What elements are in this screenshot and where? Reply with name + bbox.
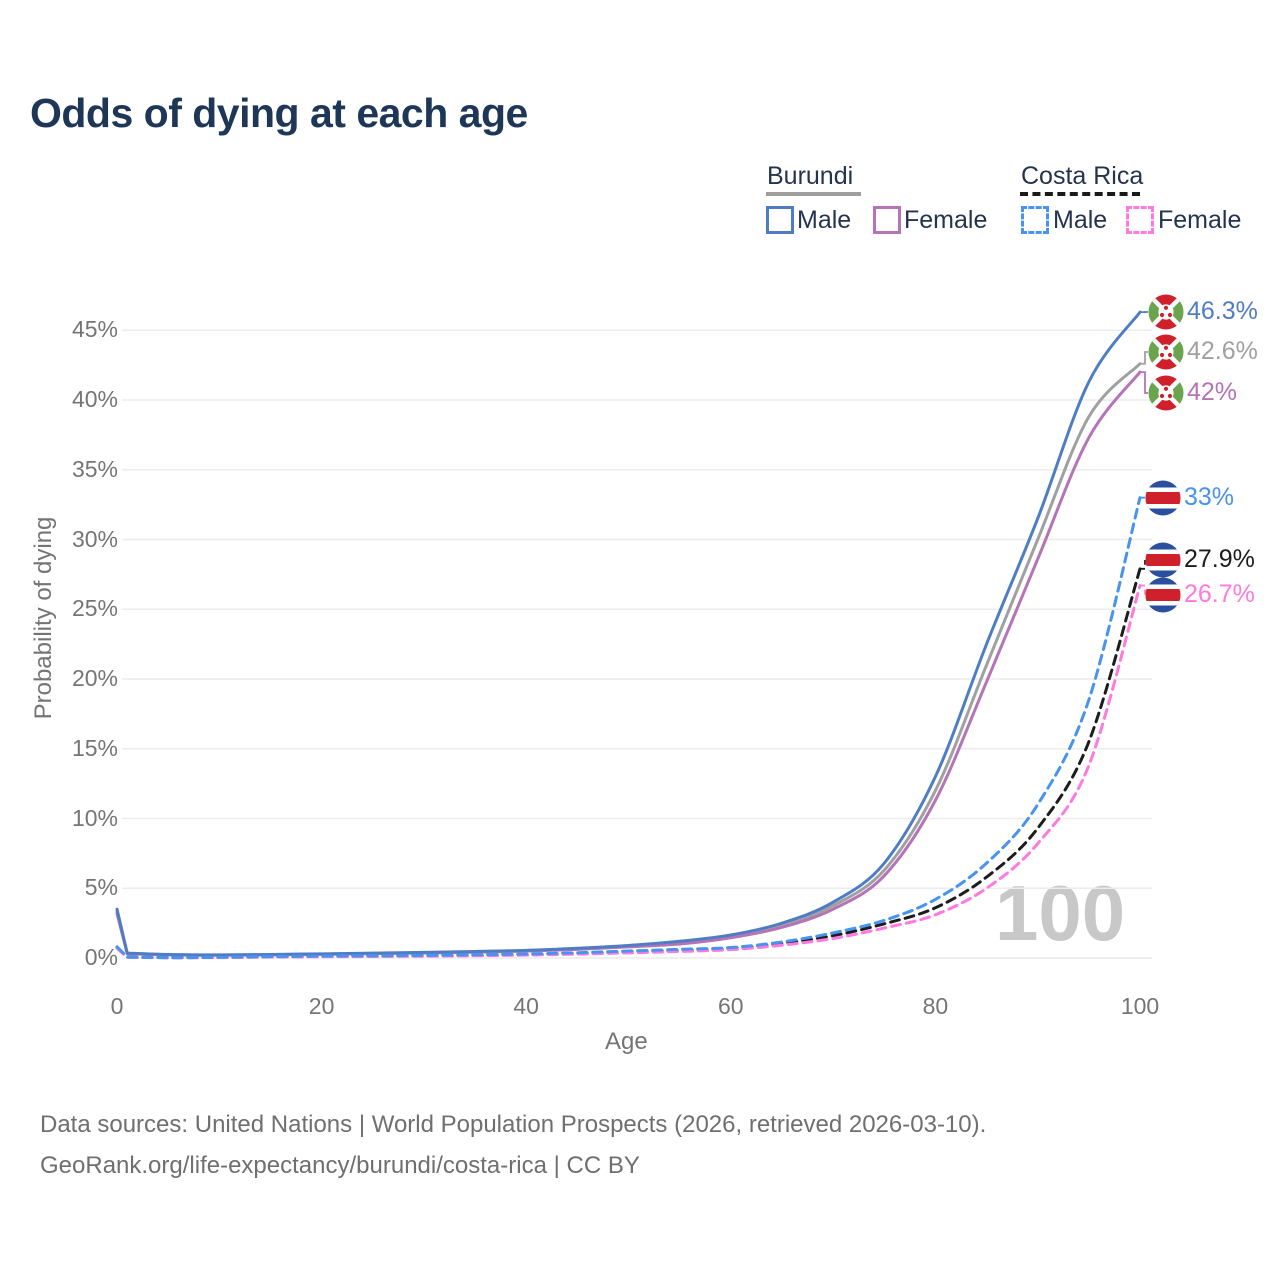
x-tick-label: 60 xyxy=(718,993,744,1019)
series-line-costa-rica-male xyxy=(115,496,1142,960)
end-label-costa-rica-both-sexes-: 27.9% xyxy=(1184,545,1255,573)
burundi-flag-icon xyxy=(1148,294,1184,330)
legend-swatch-costa-rica-female[interactable] xyxy=(1126,206,1154,234)
y-tick-label: 45% xyxy=(71,316,118,343)
series-line-costa-rica-female xyxy=(115,584,1142,960)
legend-group-costa-rica: Costa Rica xyxy=(1021,162,1144,190)
x-tick-label: 0 xyxy=(110,993,124,1019)
y-tick-label: 25% xyxy=(71,595,118,622)
legend-label-burundi-male[interactable]: Male xyxy=(797,206,852,234)
legend-underline-costa-rica xyxy=(1020,192,1140,196)
end-label-costa-rica-female: 26.7% xyxy=(1184,580,1255,608)
y-tick-label: 40% xyxy=(71,386,118,412)
y-tick-label: 30% xyxy=(71,525,118,552)
x-axis-title: Age xyxy=(605,1028,648,1055)
page-title: Odds of dying at each age xyxy=(30,90,528,136)
legend-swatch-costa-rica-male[interactable] xyxy=(1021,206,1049,234)
costa-rica-flag-icon xyxy=(1145,480,1181,516)
label-connector xyxy=(1140,371,1148,394)
y-tick-label: 0% xyxy=(84,944,118,970)
end-label-burundi-female: 42% xyxy=(1187,378,1238,406)
data-source-line1: Data sources: United Nations | World Pop… xyxy=(40,1111,987,1138)
label-connector xyxy=(1140,560,1146,570)
costa-rica-flag-icon xyxy=(1145,542,1181,578)
legend-swatch-burundi-male[interactable] xyxy=(766,206,794,234)
legend-label-costa-rica-male[interactable]: Male xyxy=(1053,206,1108,234)
end-label-costa-rica-male: 33% xyxy=(1184,483,1235,511)
x-tick-label: 40 xyxy=(513,993,539,1019)
legend-group-burundi: Burundi xyxy=(767,162,854,190)
y-tick-label: 35% xyxy=(71,455,118,482)
x-tick-label: 80 xyxy=(922,993,949,1019)
x-tick-label: 20 xyxy=(308,993,335,1019)
y-tick-label: 10% xyxy=(71,804,118,831)
burundi-flag-icon xyxy=(1148,334,1184,370)
y-tick-label: 20% xyxy=(71,665,118,691)
watermark-age-100: 100 xyxy=(995,869,1126,957)
costa-rica-flag-icon xyxy=(1145,577,1181,613)
series-line-burundi-both-sexes- xyxy=(115,362,1142,957)
legend-underline-burundi xyxy=(766,192,861,196)
label-connector xyxy=(1140,584,1146,595)
y-tick-label: 15% xyxy=(71,734,118,761)
data-source-note: Data sources: United Nations | World Pop… xyxy=(40,1104,986,1187)
y-tick-label: 5% xyxy=(84,874,118,901)
legend-label-burundi-female[interactable]: Female xyxy=(904,206,988,234)
legend-label-costa-rica-female[interactable]: Female xyxy=(1158,206,1242,234)
burundi-flag-icon xyxy=(1148,375,1184,411)
series-line-burundi-male xyxy=(115,310,1142,957)
end-label-burundi-both-sexes-: 42.6% xyxy=(1187,337,1258,365)
end-label-burundi-male: 46.3% xyxy=(1187,297,1258,325)
series-line-costa-rica-both-sexes- xyxy=(115,567,1142,960)
data-source-line2: GeoRank.org/life-expectancy/burundi/cost… xyxy=(40,1152,640,1180)
label-connector xyxy=(1140,351,1148,365)
legend-swatch-burundi-female[interactable] xyxy=(873,206,901,234)
x-tick-label: 100 xyxy=(1120,993,1160,1019)
